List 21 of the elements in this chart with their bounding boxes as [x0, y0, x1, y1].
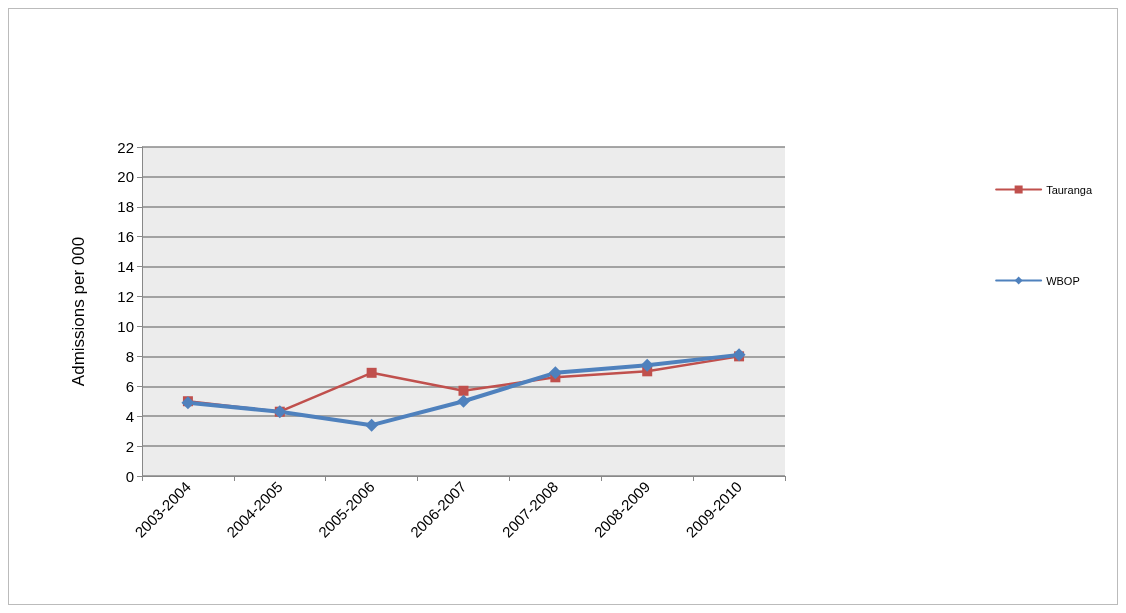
y-tick-label: 8 — [125, 347, 134, 365]
y-tick-label: 2 — [125, 437, 134, 455]
point — [548, 366, 562, 380]
point — [457, 394, 470, 408]
point — [640, 358, 654, 372]
y-tick-label: 14 — [117, 258, 134, 276]
y-axis-title: Admissions per 000 — [69, 236, 88, 387]
y-tick-label: 20 — [117, 168, 134, 186]
y-tick-label: 16 — [117, 228, 134, 246]
y-tick-label: 12 — [117, 288, 134, 306]
y-tick-label: 0 — [125, 467, 134, 485]
point — [365, 418, 379, 432]
y-tick-label: 4 — [125, 407, 134, 425]
y-tick-label: 10 — [117, 317, 134, 335]
y-tick-label: 18 — [117, 198, 134, 216]
point — [458, 385, 469, 396]
legend-label: Tauranga — [1046, 183, 1093, 196]
legend-label: WBOP — [1046, 274, 1080, 287]
y-tick-label: 22 — [117, 138, 134, 156]
point — [366, 367, 377, 378]
y-tick-label: 6 — [125, 377, 134, 395]
